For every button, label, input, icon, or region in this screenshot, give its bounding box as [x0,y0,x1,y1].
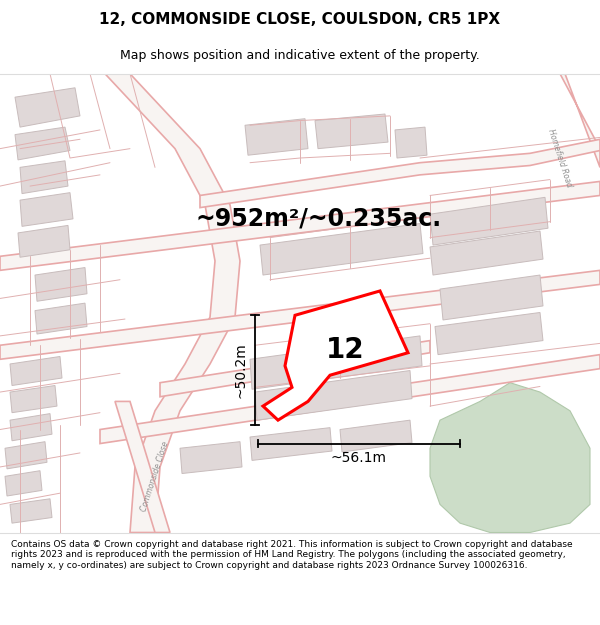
Polygon shape [0,271,600,359]
Polygon shape [435,312,543,354]
Polygon shape [10,414,52,441]
Polygon shape [250,428,332,461]
Polygon shape [15,88,80,127]
Text: 12, COMMONSIDE CLOSE, COULSDON, CR5 1PX: 12, COMMONSIDE CLOSE, COULSDON, CR5 1PX [100,12,500,28]
Polygon shape [530,74,600,168]
Text: ~56.1m: ~56.1m [331,451,387,465]
Text: Homefield Road: Homefield Road [547,127,574,188]
Polygon shape [260,224,423,275]
Text: ~952m²/~0.235ac.: ~952m²/~0.235ac. [195,207,441,231]
Polygon shape [20,192,73,226]
Polygon shape [430,198,548,245]
Polygon shape [15,127,70,160]
Polygon shape [430,382,590,532]
Text: 12: 12 [326,336,364,364]
Polygon shape [250,336,422,389]
Polygon shape [115,401,170,532]
Polygon shape [430,231,543,275]
Polygon shape [245,119,308,155]
Polygon shape [100,74,240,532]
Polygon shape [5,442,47,469]
Polygon shape [263,291,408,420]
Polygon shape [315,114,388,149]
Text: ~50.2m: ~50.2m [233,342,247,398]
Text: Contains OS data © Crown copyright and database right 2021. This information is : Contains OS data © Crown copyright and d… [11,540,572,570]
Polygon shape [160,341,430,397]
Polygon shape [10,499,52,523]
Text: Map shows position and indicative extent of the property.: Map shows position and indicative extent… [120,49,480,62]
Text: Commonside Close: Commonside Close [139,440,170,512]
Polygon shape [0,181,600,271]
Polygon shape [395,127,427,158]
Polygon shape [440,275,543,320]
Polygon shape [10,386,57,412]
Polygon shape [255,371,412,420]
Polygon shape [5,471,42,496]
Polygon shape [100,354,600,444]
Polygon shape [340,420,412,452]
Polygon shape [35,303,87,334]
Polygon shape [10,356,62,386]
Polygon shape [20,161,68,194]
Polygon shape [18,226,70,258]
Polygon shape [200,139,600,208]
Polygon shape [35,268,87,301]
Polygon shape [180,442,242,474]
